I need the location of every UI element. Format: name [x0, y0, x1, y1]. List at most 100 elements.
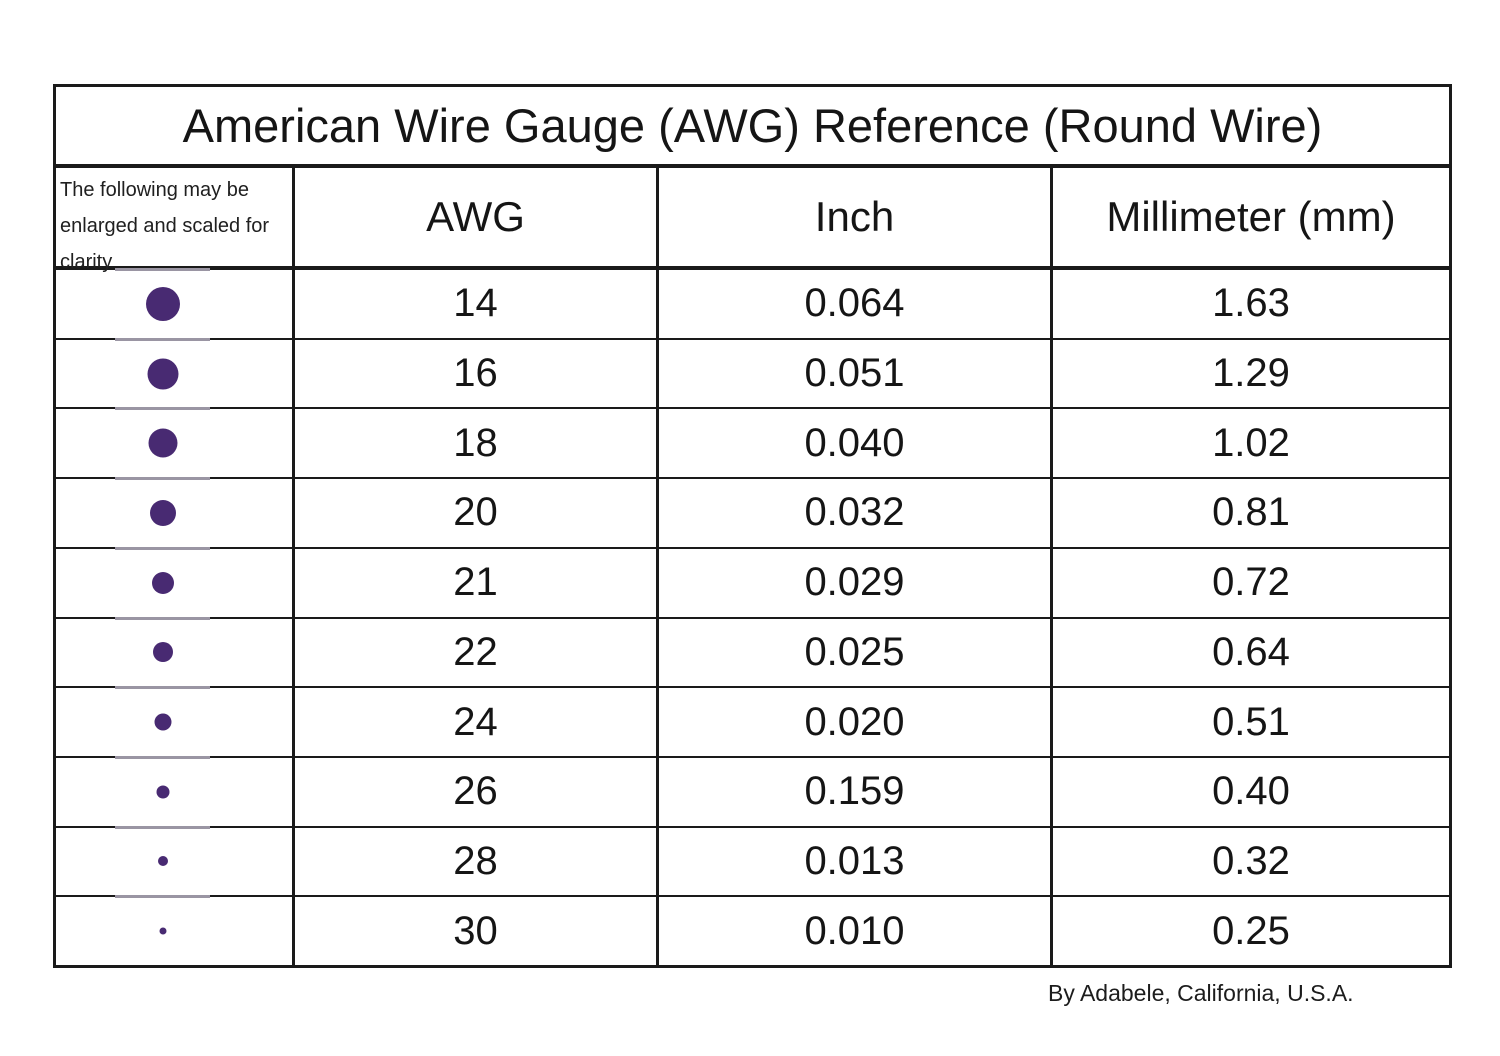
credit-text: By Adabele, California, U.S.A. [1048, 980, 1354, 1006]
mm-cell: 0.81 [1053, 479, 1449, 547]
mm-value: 0.25 [1212, 908, 1290, 953]
inch-cell: 0.064 [659, 270, 1053, 338]
table-row: 28 0.013 0.32 [56, 825, 1449, 898]
header-cell-inch: Inch [659, 168, 1053, 266]
mm-value: 1.29 [1212, 351, 1290, 396]
wire-dot-cell [56, 616, 295, 687]
awg-cell: 16 [295, 339, 659, 408]
awg-cell: 14 [295, 270, 659, 338]
table-row: 16 0.051 1.29 [56, 337, 1449, 410]
wire-dot-cell [56, 755, 295, 826]
mm-cell: 0.32 [1053, 828, 1449, 896]
note-line: clarity [60, 251, 113, 273]
inch-value: 0.029 [804, 560, 905, 605]
note-line: enlarged and scaled for [60, 215, 270, 237]
awg-value: 26 [453, 769, 498, 814]
inch-value: 0.013 [804, 838, 905, 883]
inch-cell: 0.051 [659, 339, 1053, 408]
mm-value: 0.40 [1212, 769, 1290, 814]
column-header-mm: Millimeter (mm) [1106, 193, 1396, 240]
mm-cell: 1.63 [1053, 270, 1449, 338]
mm-cell: 1.02 [1053, 409, 1449, 477]
awg-cell: 18 [295, 409, 659, 478]
table-row: 14 0.064 1.63 [56, 268, 1449, 340]
wire-dot-cell [56, 546, 295, 617]
inch-cell: 0.025 [659, 618, 1053, 687]
mm-value: 1.63 [1212, 281, 1290, 326]
awg-value: 21 [453, 560, 498, 605]
wire-dot-cell [56, 477, 295, 547]
table-row: 21 0.029 0.72 [56, 546, 1449, 619]
awg-value: 24 [453, 699, 498, 744]
awg-value: 22 [453, 629, 498, 674]
wire-size-dot [150, 499, 176, 526]
table-title-row: American Wire Gauge (AWG) Reference (Rou… [56, 87, 1449, 168]
header-cell-mm: Millimeter (mm) [1053, 168, 1449, 266]
awg-cell: 22 [295, 618, 659, 687]
awg-cell: 21 [295, 548, 659, 617]
column-header-inch: Inch [814, 193, 895, 240]
mm-value: 1.02 [1212, 420, 1290, 465]
wire-dot-cell [56, 407, 295, 478]
inch-cell: 0.159 [659, 757, 1053, 826]
wire-dot-cell [56, 895, 295, 966]
mm-cell: 0.64 [1053, 619, 1449, 687]
table-row: 20 0.032 0.81 [56, 477, 1449, 549]
table-header-row: The following may be enlarged and scaled… [56, 168, 1449, 273]
inch-value: 0.064 [804, 281, 905, 326]
wire-size-dot [154, 713, 172, 731]
wire-size-dot [148, 428, 178, 458]
inch-cell: 0.040 [659, 409, 1053, 478]
wire-size-dot [158, 856, 168, 867]
table-row: 26 0.159 0.40 [56, 755, 1449, 828]
mm-cell: 1.29 [1053, 340, 1449, 408]
awg-value: 18 [453, 420, 498, 465]
mm-value: 0.72 [1212, 560, 1290, 605]
table-row: 22 0.025 0.64 [56, 616, 1449, 689]
table-row: 18 0.040 1.02 [56, 407, 1449, 480]
mm-cell: 0.40 [1053, 758, 1449, 826]
inch-cell: 0.013 [659, 827, 1053, 896]
wire-size-dot [153, 642, 173, 663]
awg-cell: 30 [295, 897, 659, 966]
mm-value: 0.64 [1212, 629, 1290, 674]
awg-cell: 20 [295, 479, 659, 547]
wire-size-dot [156, 785, 170, 799]
awg-cell: 28 [295, 827, 659, 896]
inch-cell: 0.020 [659, 688, 1053, 756]
inch-value: 0.032 [804, 490, 905, 535]
awg-value: 20 [453, 490, 498, 535]
awg-value: 14 [453, 281, 498, 326]
mm-cell: 0.72 [1053, 549, 1449, 617]
mm-cell: 0.51 [1053, 688, 1449, 756]
inch-cell: 0.010 [659, 897, 1053, 966]
mm-cell: 0.25 [1053, 897, 1449, 965]
inch-value: 0.040 [804, 420, 905, 465]
header-cell-awg: AWG [295, 168, 659, 266]
inch-cell: 0.029 [659, 548, 1053, 617]
awg-value: 28 [453, 838, 498, 883]
note-line: The following may be [60, 179, 249, 201]
table-title: American Wire Gauge (AWG) Reference (Rou… [182, 99, 1323, 152]
wire-size-dot [152, 571, 174, 594]
wire-dot-cell [56, 337, 295, 408]
wire-dot-cell [56, 268, 295, 338]
wire-size-dot [146, 286, 180, 321]
inch-value: 0.051 [804, 351, 905, 396]
table-row: 24 0.020 0.51 [56, 686, 1449, 758]
wire-dot-cell [56, 825, 295, 896]
inch-value: 0.020 [804, 699, 905, 744]
wire-size-dot [159, 927, 167, 935]
mm-value: 0.81 [1212, 490, 1290, 535]
mm-value: 0.32 [1212, 838, 1290, 883]
inch-value: 0.025 [804, 629, 905, 674]
mm-value: 0.51 [1212, 699, 1290, 744]
awg-cell: 26 [295, 757, 659, 826]
table-row: 30 0.010 0.25 [56, 895, 1449, 966]
inch-cell: 0.032 [659, 479, 1053, 547]
awg-value: 30 [453, 908, 498, 953]
inch-value: 0.010 [804, 908, 905, 953]
header-note-cell: The following may be enlarged and scaled… [56, 168, 295, 273]
awg-table: American Wire Gauge (AWG) Reference (Rou… [53, 84, 1452, 968]
